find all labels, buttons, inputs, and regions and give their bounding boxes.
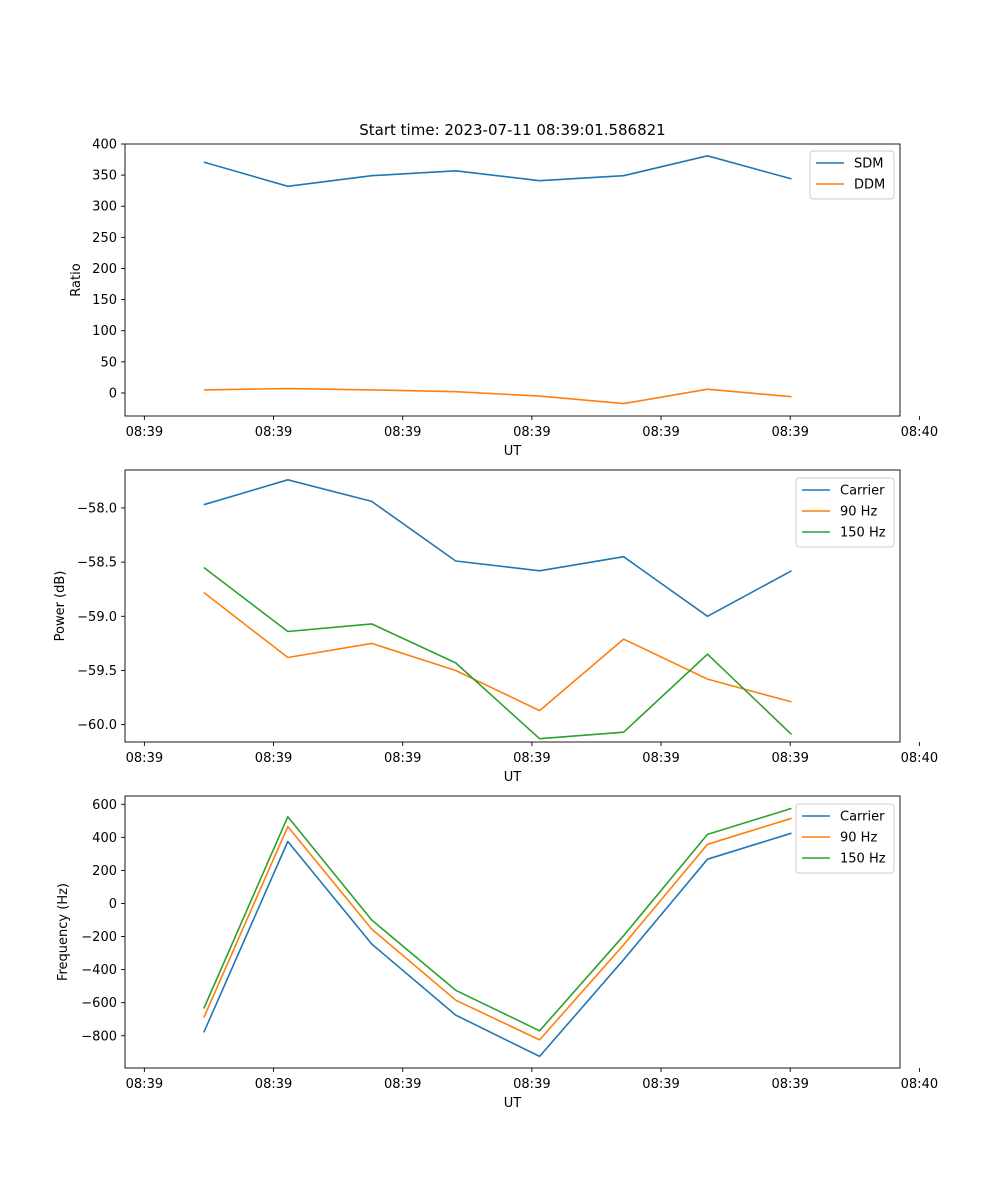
axes-frame bbox=[124, 795, 901, 1069]
x-tick-label: 08:39 bbox=[642, 751, 679, 766]
frequency-chart: 08:39 08:39 08:39 08:39 08:39 08:39 08:40 600 40… bbox=[56, 795, 938, 1111]
x-tick-label: 08:39 bbox=[126, 1077, 163, 1092]
series-line-sdm bbox=[203, 155, 792, 188]
y-tick-label: 200 bbox=[92, 262, 117, 277]
y-tick-label: −58.0 bbox=[77, 501, 117, 516]
x-tick-label: 08:39 bbox=[771, 1077, 808, 1092]
series-line-90-hz bbox=[203, 817, 792, 1041]
y-tick-label: −58.5 bbox=[77, 556, 117, 571]
axes-frame bbox=[124, 469, 901, 743]
axes-frame bbox=[124, 143, 901, 417]
series-line-90-hz bbox=[203, 591, 792, 712]
x-tick-label: 08:39 bbox=[126, 751, 163, 766]
series-line-150-hz bbox=[203, 807, 792, 1032]
x-axis-label: UT bbox=[504, 444, 522, 459]
legend-label: 90 Hz bbox=[840, 831, 877, 846]
y-tick-label: 0 bbox=[109, 386, 117, 401]
x-axis-label: UT bbox=[504, 1096, 522, 1111]
legend: Carrier 90 Hz 150 Hz bbox=[795, 803, 895, 874]
legend-label: 150 Hz bbox=[840, 852, 886, 867]
y-tick-label: −59.0 bbox=[77, 610, 117, 625]
y-tick-label: 600 bbox=[92, 798, 117, 813]
power-chart: 08:39 08:39 08:39 08:39 08:39 08:39 08:40 −58.0… bbox=[53, 469, 938, 785]
y-tick-label: 400 bbox=[92, 138, 117, 153]
y-tick-label: −60.0 bbox=[77, 718, 117, 733]
x-tick-label: 08:39 bbox=[255, 1077, 292, 1092]
y-axis-label: Frequency (Hz) bbox=[56, 883, 71, 981]
series-line-150-hz bbox=[203, 566, 793, 740]
y-tick-label: 350 bbox=[92, 169, 117, 184]
x-tick-label: 08:39 bbox=[642, 1077, 679, 1092]
y-tick-label: 0 bbox=[109, 897, 117, 912]
series-line-ddm bbox=[203, 387, 792, 405]
y-tick-label: 300 bbox=[92, 200, 117, 215]
x-tick-label: 08:39 bbox=[642, 425, 679, 440]
x-tick-label: 08:40 bbox=[901, 751, 938, 766]
y-tick-label: 200 bbox=[92, 864, 117, 879]
y-tick-label: 150 bbox=[92, 293, 117, 308]
ratio-chart: 08:39 08:39 08:39 08:39 08:39 08:39 08:40 0 50 10… bbox=[69, 121, 938, 459]
legend-box bbox=[795, 803, 895, 874]
series-line-carrier bbox=[203, 478, 792, 618]
legend-box bbox=[795, 477, 895, 548]
legend-label: 90 Hz bbox=[840, 505, 877, 520]
y-tick-label: 50 bbox=[100, 355, 117, 370]
legend-label: 150 Hz bbox=[840, 526, 886, 541]
x-tick-label: 08:39 bbox=[255, 425, 292, 440]
x-tick-label: 08:39 bbox=[513, 425, 550, 440]
series-line-carrier bbox=[203, 832, 792, 1058]
legend-label: Carrier bbox=[840, 810, 885, 825]
y-tick-label: 100 bbox=[92, 324, 117, 339]
x-axis-label: UT bbox=[504, 770, 522, 785]
x-tick-label: 08:39 bbox=[255, 751, 292, 766]
legend: Carrier 90 Hz 150 Hz bbox=[795, 477, 895, 548]
y-tick-label: −200 bbox=[81, 930, 117, 945]
legend-label: SDM bbox=[854, 157, 883, 172]
x-tick-label: 08:39 bbox=[513, 751, 550, 766]
y-axis-label: Ratio bbox=[69, 263, 84, 296]
x-tick-label: 08:40 bbox=[901, 425, 938, 440]
y-tick-label: −800 bbox=[81, 1029, 117, 1044]
legend-label: Carrier bbox=[840, 484, 885, 499]
legend: SDM DDM bbox=[809, 150, 895, 200]
y-tick-label: −59.5 bbox=[77, 664, 117, 679]
x-tick-label: 08:39 bbox=[384, 1077, 421, 1092]
y-tick-label: −600 bbox=[81, 996, 117, 1011]
x-tick-label: 08:39 bbox=[771, 751, 808, 766]
x-tick-label: 08:39 bbox=[771, 425, 808, 440]
x-tick-label: 08:40 bbox=[901, 1077, 938, 1092]
x-tick-label: 08:39 bbox=[384, 751, 421, 766]
x-tick-label: 08:39 bbox=[513, 1077, 550, 1092]
legend-label: DDM bbox=[854, 178, 885, 193]
y-tick-label: 400 bbox=[92, 831, 117, 846]
x-tick-label: 08:39 bbox=[384, 425, 421, 440]
x-tick-label: 08:39 bbox=[126, 425, 163, 440]
y-axis-label: Power (dB) bbox=[53, 571, 68, 642]
chart-title: Start time: 2023-07-11 08:39:01.586821 bbox=[359, 121, 665, 139]
y-tick-label: 250 bbox=[92, 231, 117, 246]
y-tick-label: −400 bbox=[81, 963, 117, 978]
